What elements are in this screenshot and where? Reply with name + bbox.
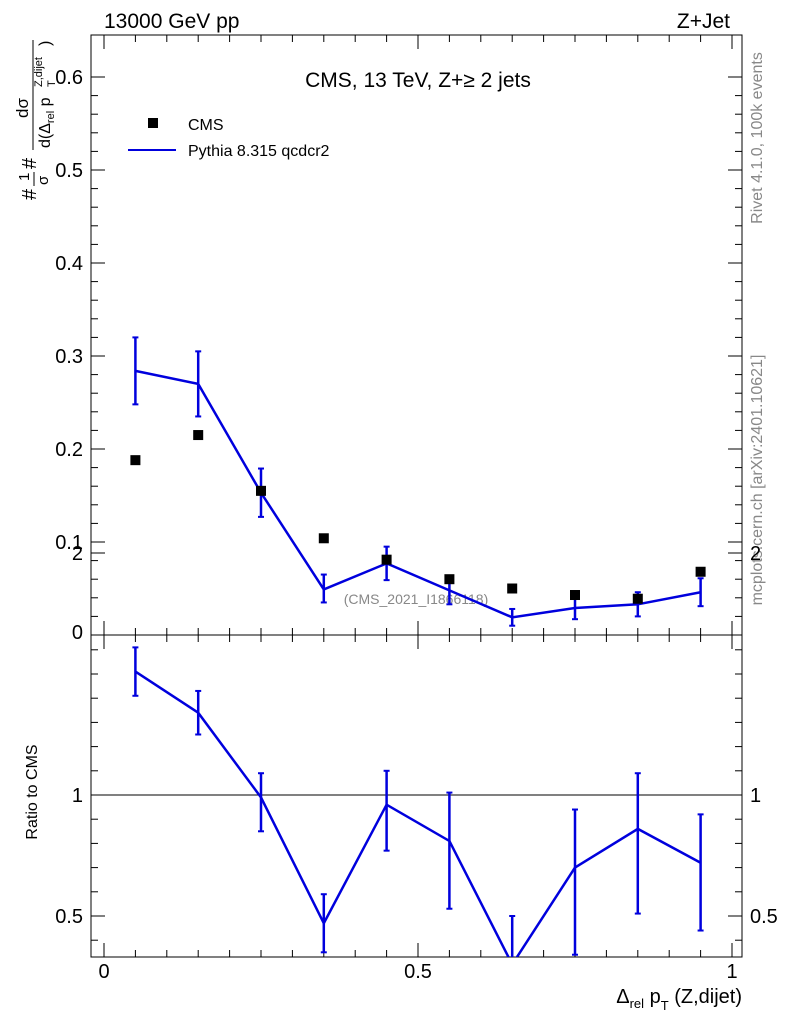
legend: CMS Pythia 8.315 qcdcr2 <box>128 117 330 160</box>
main-ytick-label: 0 <box>72 622 83 644</box>
xlabel-rel: rel <box>630 996 645 1011</box>
mcplots-label: mcplots.cern.ch [arXiv:2401.10621] <box>749 355 766 606</box>
cms-point <box>444 574 455 585</box>
cms-point <box>193 430 204 441</box>
ratio-ytick-label: 1 <box>72 785 83 807</box>
cms-point <box>318 533 329 544</box>
ratio-line <box>134 670 702 957</box>
ylabel-hash: # <box>19 157 41 169</box>
main-ytick-label: 0.5 <box>55 160 83 182</box>
xlabel-sub: T <box>661 998 669 1013</box>
ratio-xtick-label: 0 <box>98 961 109 983</box>
ylabel-frac-num: 1 <box>16 173 33 181</box>
ratio-y-label: Ratio to CMS <box>24 744 41 839</box>
legend-cms-marker <box>148 118 158 128</box>
cms-point <box>507 583 518 594</box>
ratio-xtick-label: 0.5 <box>404 961 432 983</box>
cms-point <box>570 590 580 601</box>
ylabel-den-d: d(Δ <box>37 123 54 148</box>
ratio-frame <box>90 634 743 958</box>
ratio-ytick-label-right: 2 <box>750 543 761 565</box>
ylabel-prefix: # <box>19 188 41 200</box>
pythia-line <box>135 369 701 619</box>
main-panel: 0 0.1 0.2 0.3 0.4 0.5 0.6 CMS, 13 TeV, Z+≥ 2 j… <box>13 34 743 644</box>
ratio-clipped-group <box>132 646 704 957</box>
main-ytick-label: 0.3 <box>55 346 83 368</box>
ratio-ytick-label: 0.5 <box>55 906 83 928</box>
ratio-ytick-label-right: 1 <box>750 785 761 807</box>
ylabel-frac-den: σ <box>35 175 52 185</box>
xlabel-p: p <box>644 986 661 1008</box>
ratio-panel: 0.5 0.51 12 2 0 0.5 1 Ratio to CMS Δrel pT (Z… <box>24 543 778 1013</box>
main-ytick-label: 0.2 <box>55 439 83 461</box>
ylabel-den-sup: Z,dijet <box>33 57 45 87</box>
main-title: CMS, 13 TeV, Z+≥ 2 jets <box>305 69 531 92</box>
xlabel-rest: (Z,dijet) <box>669 986 742 1008</box>
cms-point <box>381 554 392 565</box>
ratio-x-label: Δrel pT (Z,dijet) <box>616 986 742 1013</box>
cms-point <box>256 485 266 496</box>
main-marks <box>130 336 706 627</box>
ratio-xtick-label: 1 <box>726 961 737 983</box>
legend-cms-label: CMS <box>188 117 224 134</box>
analysis-label: (CMS_2021_I1866118) <box>344 591 489 607</box>
cms-point <box>632 593 643 604</box>
ylabel-den-p: p <box>37 97 54 110</box>
main-x-axis <box>103 35 733 635</box>
cms-point <box>130 455 141 466</box>
ylabel-den-close: ) <box>37 41 54 46</box>
ratio-ytick-label-right: 0.5 <box>750 906 778 928</box>
main-ytick-label: 0.4 <box>55 253 83 275</box>
ylabel-num: dσ <box>13 98 32 118</box>
ylabel-den-rel: rel <box>45 111 57 123</box>
ratio-ytick-label: 2 <box>72 543 83 565</box>
legend-pythia-label: Pythia 8.315 qcdcr2 <box>188 143 330 160</box>
main-ytick-label: 0.1 <box>55 532 83 554</box>
cms-point <box>695 566 706 577</box>
header-left: 13000 GeV pp <box>104 10 239 33</box>
svg-text:#: # <box>19 188 41 200</box>
main-y-label: # 1 σ # dσ d(Δrel p Z,dijet T ) <box>13 40 58 200</box>
xlabel-delta: Δ <box>616 986 629 1008</box>
svg-text:d(Δrel p: d(Δrel p <box>37 97 57 148</box>
ratio-x-axis: 0 0.5 1 <box>98 635 738 983</box>
rivet-label: Rivet 4.1.0, 100k events <box>749 52 766 224</box>
ylabel-den-sub: T <box>46 80 58 87</box>
ratio-marks <box>132 646 704 957</box>
header-right: Z+Jet <box>677 10 730 33</box>
main-y-axis: 0 0.1 0.2 0.3 0.4 0.5 0.6 <box>55 67 742 644</box>
main-ytick-label: 0.6 <box>55 67 83 89</box>
